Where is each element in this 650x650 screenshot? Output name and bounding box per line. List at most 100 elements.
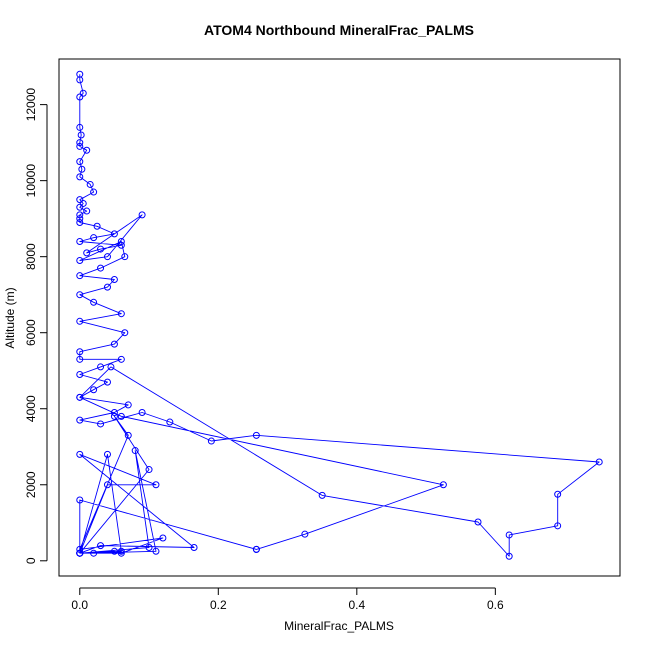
y-tick-label: 8000 [24,243,38,270]
data-point [83,207,91,215]
data-point [76,348,84,356]
y-tick-label: 6000 [24,319,38,346]
data-point [124,431,132,439]
data-point [159,534,167,542]
data-point [76,549,84,557]
data-point [117,547,125,555]
data-point [83,146,91,154]
data-point [90,188,98,196]
data-point [145,543,153,551]
data-point [439,481,447,489]
data-point [76,416,84,424]
data-point [121,253,129,261]
data-point [107,363,115,371]
data-point [97,420,105,428]
data-point [145,466,153,474]
data-point [103,253,111,261]
data-point [76,272,84,280]
data-point [97,245,105,253]
data-point [117,310,125,318]
data-point [76,450,84,458]
data-point [252,545,260,553]
data-point [554,522,562,530]
data-point [97,363,105,371]
data-point [110,275,118,283]
data-point [505,531,513,539]
data-point [301,530,309,538]
data-point [76,256,84,264]
y-tick-label: 12000 [24,88,38,122]
data-point [76,393,84,401]
data-point [595,458,603,466]
data-point [90,298,98,306]
data-point [124,401,132,409]
series-layer [76,70,603,560]
data-point [83,249,91,257]
data-point [117,241,125,249]
data-point [252,431,260,439]
data-point [110,412,118,420]
data-point [190,543,198,551]
data-point [90,234,98,242]
data-point [76,142,84,150]
data-point [79,199,87,207]
data-point [76,291,84,299]
data-point [76,371,84,379]
data-point [166,418,174,426]
x-tick-label: 0.6 [487,598,504,612]
data-point [103,378,111,386]
data-point [505,552,513,560]
data-point [76,158,84,166]
data-point [117,355,125,363]
y-tick-label: 0 [24,557,38,564]
data-point [152,481,160,489]
plot-frame [58,58,621,577]
data-point [76,139,84,147]
data-point [138,409,146,417]
data-point [76,317,84,325]
data-point [90,386,98,394]
y-tick-label: 10000 [24,164,38,198]
x-tick-label: 0.2 [210,598,227,612]
data-point [110,230,118,238]
x-axis: 0.0 0.2 0.4 0.6 [71,587,504,612]
data-point [110,340,118,348]
data-point [76,496,84,504]
y-tick-label: 4000 [24,395,38,422]
series-line [79,74,600,557]
data-point [97,264,105,272]
data-point [103,481,111,489]
data-point [121,329,129,337]
y-tick-label: 2000 [24,471,38,498]
data-point [79,89,87,97]
data-point [131,447,139,455]
data-point [138,211,146,219]
data-point [76,203,84,211]
data-point [76,211,84,219]
data-point [103,450,111,458]
data-point [117,412,125,420]
data-point [86,180,94,188]
data-point [76,355,84,363]
data-point [77,131,85,139]
data-point [76,196,84,204]
data-point [97,542,105,550]
data-point [207,437,215,445]
data-point [318,491,326,499]
x-tick-label: 0.4 [348,598,365,612]
data-point [76,545,84,553]
data-point [76,215,84,223]
data-point [474,518,482,526]
data-point [76,218,84,226]
data-point [117,549,125,557]
data-point [76,237,84,245]
data-point [76,93,84,101]
data-point [78,165,86,173]
data-point [76,123,84,131]
data-point [103,283,111,291]
y-axis: 0 2000 4000 6000 8000 10000 12000 [24,88,48,564]
data-point [152,547,160,555]
data-point [93,222,101,230]
chart-title: ATOM4 Northbound MineralFrac_PALMS [204,22,474,38]
